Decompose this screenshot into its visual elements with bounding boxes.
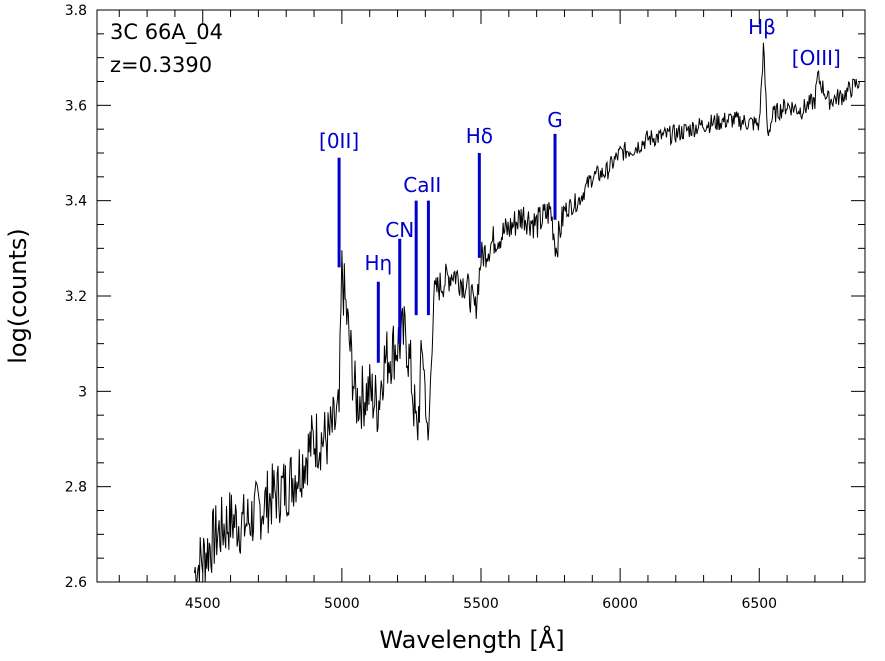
x-tick-label: 5500 (463, 596, 499, 612)
marker-label: CN (385, 218, 414, 242)
y-tick-label: 3.8 (65, 3, 87, 19)
spectrum-line (193, 42, 860, 583)
marker-label: [OIII] (792, 46, 841, 70)
x-tick-label: 5000 (324, 596, 360, 612)
x-tick-label: 4500 (185, 596, 221, 612)
y-tick-label: 2.8 (65, 480, 87, 496)
marker-label: Hδ (466, 124, 493, 148)
marker-label: Hβ (748, 15, 776, 39)
x-tick-labels: 4500 5000 5500 6000 6500 (185, 596, 777, 612)
y-tick-label: 3 (78, 384, 87, 400)
y-tick-label: 3.2 (65, 289, 87, 305)
axis-ticks (97, 9, 865, 583)
marker-label: G (547, 108, 563, 132)
y-tick-labels: 2.6 2.8 3 3.2 3.4 3.6 3.8 (65, 3, 87, 591)
line-markers: [0II] Hη CN CaII Hδ G Hβ [OIII] (319, 15, 841, 363)
y-tick-label: 3.4 (65, 194, 87, 210)
marker-label: Hη (364, 251, 392, 275)
x-axis-title: Wavelength [Å] (379, 625, 564, 654)
object-name: 3C 66A_04 (110, 20, 223, 45)
y-tick-label: 3.6 (65, 98, 87, 114)
plot-frame (96, 9, 866, 583)
marker-label: CaII (403, 173, 441, 197)
x-tick-label: 6500 (741, 596, 777, 612)
redshift-label: z=0.3390 (110, 53, 212, 77)
y-tick-label: 2.6 (65, 575, 87, 591)
y-axis-title: log(counts) (4, 228, 32, 364)
x-tick-label: 6000 (602, 596, 638, 612)
marker-label: [0II] (319, 129, 359, 153)
